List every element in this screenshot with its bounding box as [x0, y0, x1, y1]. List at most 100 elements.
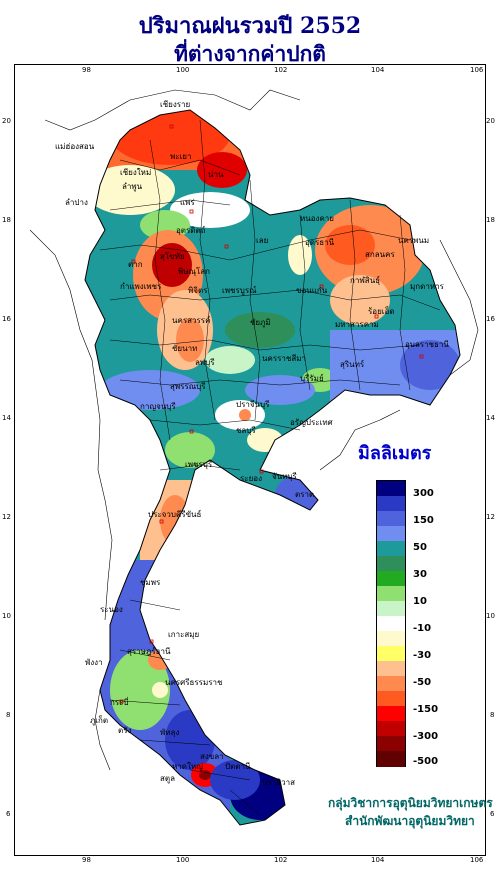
place-label: ร้อยเอ็ด: [368, 307, 395, 316]
place-label: เชียงใหม่: [120, 168, 152, 177]
place-label: แพร่: [180, 198, 195, 207]
legend-label: 150: [413, 515, 434, 526]
place-label: จันทบุรี: [272, 472, 297, 481]
place-label: กาฬสินธุ์: [350, 276, 381, 285]
legend-swatch: [377, 526, 405, 542]
legend-label: -500: [413, 756, 439, 767]
place-label: พัทลุง: [160, 728, 180, 737]
place-label: หาดใหญ่: [172, 762, 203, 771]
legend-swatch: [377, 736, 405, 752]
y-tick-right: 18: [486, 216, 495, 224]
legend-label: 300: [413, 488, 434, 499]
place-label: ลำปาง: [65, 198, 88, 207]
legend-swatch: [377, 646, 405, 662]
y-tick-left: 18: [2, 216, 11, 224]
place-label: ชลบุรี: [236, 426, 256, 435]
place-label: อรัญประเทศ: [290, 418, 333, 427]
place-label: พิจิตร: [188, 286, 208, 295]
legend-label: -10: [413, 623, 432, 634]
place-label: อุดรธานี: [305, 238, 335, 247]
y-tick-right: 12: [486, 513, 495, 521]
legend-label: -300: [413, 731, 439, 742]
x-tick-top: 98: [82, 66, 91, 74]
y-tick-left: 20: [2, 117, 11, 125]
x-tick-top: 102: [274, 66, 288, 74]
place-label: ตราด: [295, 490, 315, 499]
y-tick-left: 14: [2, 414, 11, 422]
place-label: กระบี่: [110, 698, 129, 707]
place-label: สุรินทร์: [340, 360, 365, 369]
x-tick-bottom: 98: [82, 856, 91, 864]
map-frame: [14, 64, 486, 856]
legend-swatch: [377, 481, 405, 497]
place-label: หนองคาย: [300, 214, 334, 223]
legend-swatch: [377, 706, 405, 722]
place-label: นครศรีธรรมราช: [165, 678, 223, 687]
place-label: บุรีรัมย์: [300, 374, 324, 383]
place-label: สุราษฎร์ธานี: [127, 647, 171, 656]
place-label: ลำพูน: [122, 182, 143, 191]
place-label: ชัยภูมิ: [250, 318, 271, 327]
map-subtitle: ที่ต่างจากค่าปกติ: [174, 41, 326, 66]
place-label: มหาสารคาม: [335, 320, 379, 329]
legend-swatch: [377, 511, 405, 527]
legend-swatch: [377, 601, 405, 617]
y-tick-left: 10: [2, 612, 11, 620]
x-tick-top: 106: [470, 66, 484, 74]
y-tick-right: 16: [486, 315, 495, 323]
place-label: อุบลราชธานี: [405, 340, 449, 349]
place-label: ประจวบคีรีขันธ์: [148, 510, 202, 519]
legend-swatch: [377, 496, 405, 512]
legend-label: 50: [413, 542, 427, 553]
legend-swatch: [377, 661, 405, 677]
place-label: อุตรดิตถ์: [176, 226, 206, 235]
place-label: ชัยนาท: [172, 344, 198, 353]
place-label: สุโขทัย: [160, 252, 185, 261]
y-tick-right: 6: [490, 810, 495, 818]
y-tick-right: 10: [486, 612, 495, 620]
legend-title: มิลลิเมตร: [358, 443, 432, 464]
x-tick-bottom: 106: [470, 856, 484, 864]
place-label: เลย: [256, 236, 269, 245]
place-label: ตาก: [128, 260, 143, 269]
y-tick-left: 12: [2, 513, 11, 521]
y-tick-left: 6: [6, 810, 11, 818]
y-tick-right: 14: [486, 414, 495, 422]
y-tick-left: 8: [6, 711, 11, 719]
credit-line-1: กลุ่มวิชาการอุตุนิยมวิทยาเกษตร: [328, 796, 493, 810]
legend-swatch: [377, 691, 405, 707]
legend-swatch: [377, 631, 405, 647]
place-label: เกาะสมุย: [168, 630, 200, 639]
y-tick-left: 16: [2, 315, 11, 323]
place-label: นครพนม: [398, 236, 430, 245]
place-label: ภูเก็ต: [90, 716, 109, 725]
place-label: พิษณุโลก: [178, 267, 211, 276]
place-label: ลพบุรี: [195, 358, 215, 367]
place-label: มุกดาหาร: [410, 282, 444, 291]
place-label: สกลนคร: [365, 250, 395, 259]
legend-color-bar: [376, 480, 406, 767]
legend-label: 10: [413, 596, 427, 607]
place-label: นครสวรรค์: [172, 316, 211, 325]
x-tick-bottom: 104: [371, 856, 385, 864]
place-label: ปัตตานี: [225, 762, 251, 771]
place-label: กาญจนบุรี: [140, 402, 176, 411]
y-tick-right: 20: [486, 117, 495, 125]
legend-swatch: [377, 586, 405, 602]
legend-swatch: [377, 541, 405, 557]
legend-swatch: [377, 676, 405, 692]
y-tick-right: 8: [490, 711, 495, 719]
place-label: เพชรบูรณ์: [222, 286, 257, 295]
place-label: ปราจีนบุรี: [236, 400, 270, 409]
place-label: กำแพงเพชร: [120, 282, 162, 291]
x-tick-bottom: 102: [274, 856, 288, 864]
place-label: พังงา: [85, 658, 103, 667]
credit-line-2: สำนักพัฒนาอุตุนิยมวิทยา: [345, 814, 475, 828]
place-label: เชียงราย: [160, 100, 191, 109]
legend-label: -30: [413, 650, 432, 661]
place-label: เพชรบุรี: [185, 460, 213, 469]
map-title: ปริมาณฝนรวมปี 2552: [138, 13, 362, 39]
legend-label: 30: [413, 569, 427, 580]
place-label: พะเยา: [170, 152, 192, 161]
